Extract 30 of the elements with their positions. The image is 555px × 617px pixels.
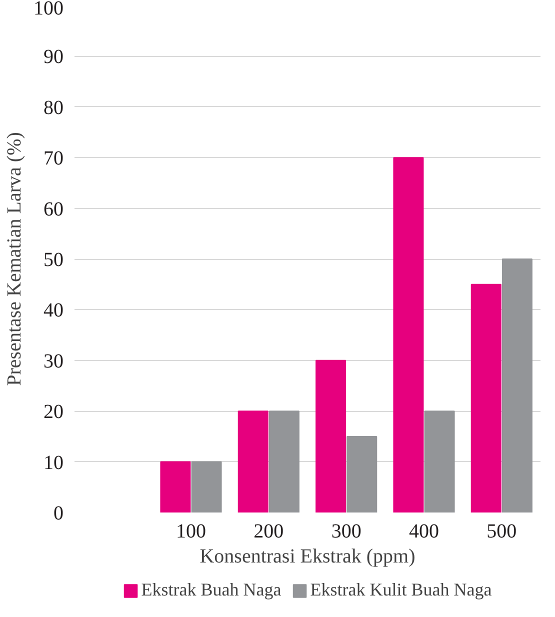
y-tick-label: 10 [44, 452, 64, 474]
bar [191, 461, 222, 512]
x-tick-label: 500 [486, 520, 517, 542]
bar [316, 360, 346, 512]
bar [160, 461, 191, 512]
y-tick-label: 50 [44, 249, 64, 271]
y-tick-label: 30 [44, 350, 64, 372]
bar [424, 410, 455, 512]
x-tick-label: 400 [409, 520, 439, 542]
legend-label: Ekstrak Kulit Buah Naga [310, 580, 492, 600]
x-tick-label: 100 [176, 520, 206, 542]
y-tick-label: 100 [34, 0, 64, 20]
bar [393, 157, 424, 512]
bar [502, 258, 532, 512]
y-tick-label: 60 [44, 198, 64, 220]
bar [268, 410, 300, 512]
x-tick-label: 300 [331, 520, 362, 542]
y-tick-label: 0 [54, 502, 64, 524]
x-tick-label: 200 [254, 520, 284, 542]
y-tick-label: 70 [44, 148, 64, 170]
y-tick-label: 80 [44, 96, 64, 119]
bar [346, 436, 378, 512]
legend-label: Ekstrak Buah Naga [141, 580, 282, 600]
y-tick-label: 90 [44, 46, 64, 68]
y-tick-label: 40 [44, 300, 64, 322]
x-axis-title: Konsentrasi Ekstrak (ppm) [200, 546, 416, 568]
y-tick-label: 20 [44, 401, 64, 424]
bar [470, 284, 502, 512]
y-axis-title: Presentase Kematian Larva (%) [4, 132, 26, 386]
bar [238, 410, 268, 512]
